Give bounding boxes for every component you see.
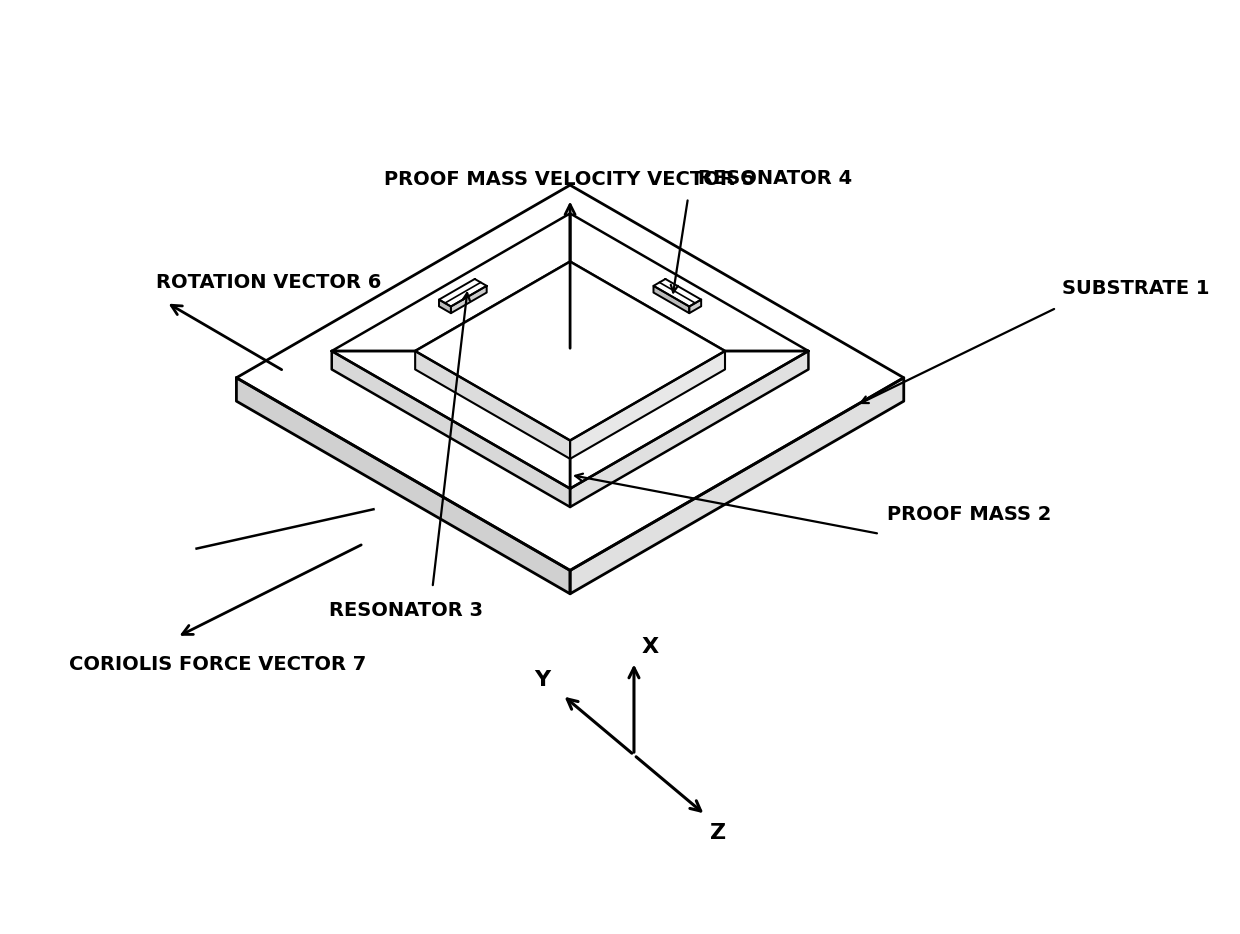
- Polygon shape: [653, 286, 689, 313]
- Text: Z: Z: [711, 823, 727, 842]
- Polygon shape: [570, 351, 808, 507]
- Polygon shape: [332, 213, 570, 351]
- Text: RESONATOR 3: RESONATOR 3: [330, 601, 484, 619]
- Text: PROOF MASS VELOCITY VECTOR 5: PROOF MASS VELOCITY VECTOR 5: [384, 170, 755, 189]
- Text: PROOF MASS 2: PROOF MASS 2: [887, 505, 1052, 524]
- Polygon shape: [415, 262, 725, 441]
- Polygon shape: [332, 351, 570, 507]
- Polygon shape: [451, 286, 486, 313]
- Polygon shape: [439, 279, 486, 306]
- Polygon shape: [237, 377, 570, 594]
- Text: X: X: [642, 637, 658, 657]
- Polygon shape: [415, 351, 570, 459]
- Polygon shape: [653, 279, 701, 306]
- Text: SUBSTRATE 1: SUBSTRATE 1: [1061, 279, 1209, 298]
- Text: ROTATION VECTOR 6: ROTATION VECTOR 6: [156, 274, 382, 292]
- Polygon shape: [332, 351, 570, 488]
- Polygon shape: [570, 351, 808, 488]
- Text: CORIOLIS FORCE VECTOR 7: CORIOLIS FORCE VECTOR 7: [68, 655, 366, 674]
- Polygon shape: [570, 213, 808, 351]
- Polygon shape: [439, 300, 451, 313]
- Polygon shape: [570, 351, 725, 459]
- Polygon shape: [570, 377, 904, 594]
- Text: RESONATOR 4: RESONATOR 4: [698, 169, 852, 188]
- Text: Y: Y: [534, 670, 551, 690]
- Polygon shape: [689, 300, 701, 313]
- Polygon shape: [237, 185, 904, 571]
